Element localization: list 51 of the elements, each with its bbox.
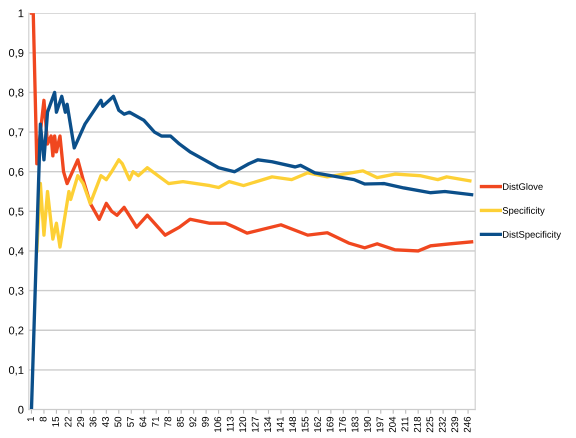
- x-tick-label: 197: [376, 416, 384, 432]
- x-tick-label: 176: [339, 416, 346, 432]
- x-tick-label: 169: [326, 416, 334, 432]
- y-tick-label: 0,6: [8, 168, 24, 178]
- x-tick-label: 183: [352, 416, 358, 432]
- x-tick-label: 141: [276, 416, 284, 432]
- y-tick-label: 0: [18, 406, 24, 414]
- y-tick-label: 0,8: [8, 88, 24, 98]
- x-tick-label: 127: [252, 416, 259, 432]
- x-tick-label: 204: [388, 416, 396, 432]
- x-tick-label: 36: [90, 416, 96, 427]
- x-tick-label: 148: [289, 416, 296, 432]
- x-tick-label: 106: [214, 416, 222, 432]
- line-series: [35, 158, 472, 253]
- x-tick-label: 85: [176, 416, 184, 427]
- x-tick-label: 120: [239, 416, 246, 432]
- x-tick-label: 43: [102, 416, 109, 428]
- x-tick-label: 113: [226, 416, 234, 432]
- x-tick-label: 218: [414, 416, 421, 432]
- y-tick-label: 1: [18, 10, 24, 18]
- legend-label: Specificity: [502, 206, 545, 216]
- x-tick-label: 1: [27, 416, 34, 422]
- y-tick-label: 0,3: [8, 286, 24, 296]
- x-tick-label: 211: [401, 416, 408, 432]
- x-tick-label: 92: [189, 416, 196, 427]
- x-tick-label: 99: [202, 416, 209, 427]
- y-tick-label: 0,4: [8, 247, 24, 256]
- x-tick-label: 22: [64, 416, 72, 427]
- x-tick-label: 134: [264, 416, 272, 432]
- x-tick-label: 8: [40, 416, 47, 422]
- x-tick-label: 246: [464, 416, 471, 432]
- legend-label: DistSpecificity: [503, 230, 562, 240]
- x-tick-label: 239: [451, 416, 458, 432]
- x-tick-label: 29: [77, 416, 84, 427]
- x-tick-label: 64: [139, 416, 146, 427]
- x-tick-label: 190: [364, 416, 371, 432]
- x-tick-label: 71: [152, 416, 159, 427]
- x-tick-label: 155: [302, 416, 309, 432]
- y-tick-label: 0,1: [8, 366, 24, 376]
- y-tick-label: 0,5: [8, 208, 24, 217]
- legend-label: DistGlove: [503, 183, 543, 190]
- y-tick-label: 0,2: [8, 326, 24, 336]
- x-tick-label: 225: [426, 416, 434, 432]
- y-tick-label: 0,9: [8, 49, 24, 58]
- x-tick-label: 50: [114, 416, 122, 427]
- y-tick-label: 0,7: [8, 128, 24, 138]
- x-tick-label: 162: [314, 416, 321, 432]
- x-tick-label: 232: [438, 416, 446, 432]
- x-tick-label: 57: [127, 416, 134, 427]
- x-tick-label: 78: [164, 416, 172, 427]
- x-tick-label: 15: [52, 416, 60, 427]
